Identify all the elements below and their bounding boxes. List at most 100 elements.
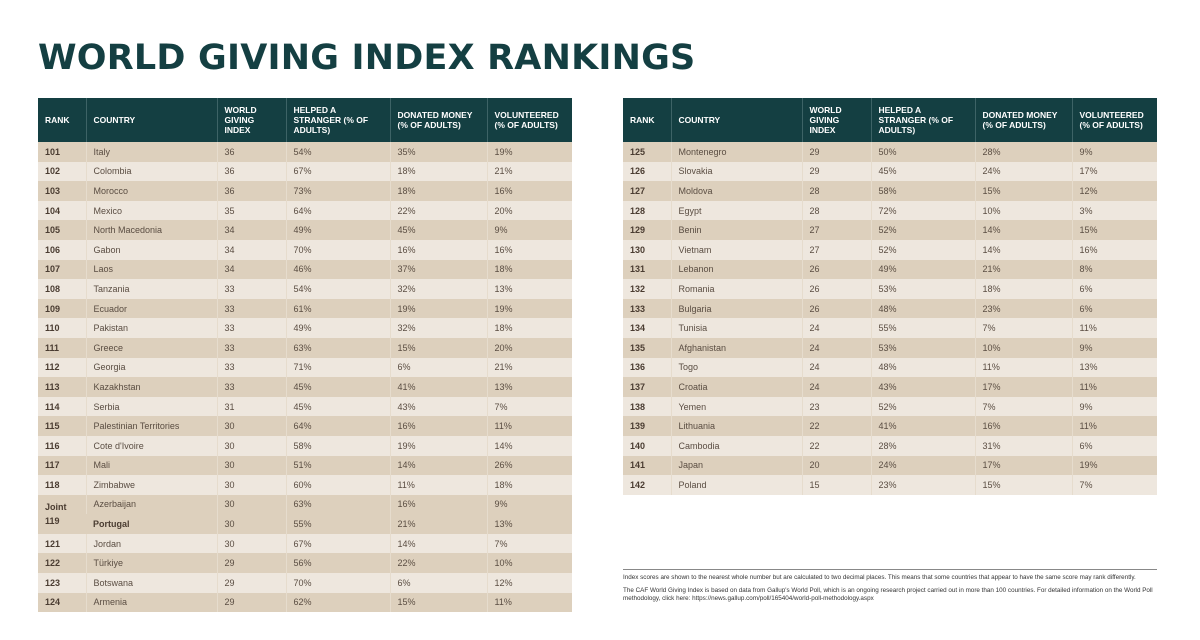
country-cell: Lithuania (670, 416, 802, 436)
donated-money-cell: 14% (389, 455, 487, 476)
donated-money-cell: 14% (389, 533, 487, 554)
rank-cell: 102 (38, 161, 86, 182)
world-giving-index-cell: 29 (801, 142, 871, 162)
country-cell: Kazakhstan (85, 377, 217, 397)
donated-money-cell: 23% (974, 298, 1072, 319)
donated-money-cell: 18% (389, 161, 487, 182)
volunteered-cell: 11% (1071, 416, 1157, 436)
country-cell: North Macedonia (85, 220, 217, 240)
donated-money-cell: 24% (974, 161, 1072, 182)
volunteered-cell: 13% (486, 279, 572, 299)
world-giving-index-cell: 33 (216, 357, 286, 378)
country-cell: Portugal (86, 514, 217, 534)
volunteered-cell: 8% (1071, 259, 1157, 280)
country-cell: Tunisia (670, 318, 802, 338)
country-cell: Afghanistan (670, 337, 802, 358)
country-cell: Egypt (670, 200, 802, 221)
world-giving-index-cell: 24 (801, 318, 871, 338)
volunteered-cell: 16% (486, 181, 572, 201)
helped-stranger-cell: 41% (870, 416, 975, 436)
donated-money-cell: 11% (974, 357, 1072, 378)
table-row: 101 Italy 36 54% 35% 19% (38, 142, 572, 162)
rank-cell: 101 (38, 142, 86, 162)
world-giving-index-cell: 29 (801, 161, 871, 182)
table-row: 113 Kazakhstan 33 45% 41% 13% (38, 377, 572, 397)
helped-stranger-cell: 67% (285, 533, 390, 554)
helped-stranger-cell: 67% (285, 161, 390, 182)
table-row: Joint 119 Azerbaijan 30 63% 16% 9% (38, 494, 572, 534)
country-cell: Vietnam (670, 239, 802, 260)
volunteered-cell: 6% (1071, 279, 1157, 299)
volunteered-cell: 7% (1071, 475, 1157, 495)
country-cell: Japan (670, 455, 802, 476)
country-cell: Bulgaria (670, 298, 802, 319)
table-row: 109 Ecuador 33 61% 19% 19% (38, 298, 572, 319)
header-world-giving-index: WORLD GIVING INDEX (801, 98, 871, 142)
rank-cell: 109 (38, 298, 86, 319)
rank-cell: 117 (38, 455, 86, 476)
helped-stranger-cell: 52% (870, 396, 975, 417)
table-row: 123 Botswana 29 70% 6% 12% (38, 573, 572, 593)
table-row: 104 Mexico 35 64% 22% 20% (38, 200, 572, 221)
helped-stranger-cell: 70% (285, 239, 390, 260)
rank-cell: 118 (38, 475, 86, 495)
world-giving-index-cell: 23 (801, 396, 871, 417)
donated-money-cell: 37% (389, 259, 487, 280)
volunteered-cell: 19% (486, 142, 572, 162)
helped-stranger-cell: 56% (285, 553, 390, 574)
volunteered-cell: 18% (486, 318, 572, 338)
helped-stranger-cell: 58% (285, 435, 390, 456)
header-world-giving-index: WORLD GIVING INDEX (216, 98, 286, 142)
helped-stranger-cell: 49% (285, 220, 390, 240)
table-row: 114 Serbia 31 45% 43% 7% (38, 396, 572, 417)
volunteered-cell: 3% (1071, 200, 1157, 221)
table-row: 137 Croatia 24 43% 17% 11% (623, 377, 1157, 397)
rank-cell: 125 (623, 142, 671, 162)
table-row: Portugal 30 55% 21% 13% (38, 514, 572, 534)
rank-cell: 107 (38, 259, 86, 280)
donated-money-cell: 7% (974, 318, 1072, 338)
world-giving-index-cell: 33 (216, 279, 286, 299)
donated-money-cell: 17% (974, 377, 1072, 397)
helped-stranger-cell: 23% (870, 475, 975, 495)
country-cell: Türkiye (85, 553, 217, 574)
helped-stranger-cell: 62% (285, 592, 390, 613)
helped-stranger-cell: 55% (285, 514, 390, 534)
world-giving-index-cell: 30 (216, 533, 286, 554)
table-row: 140 Cambodia 22 28% 31% 6% (623, 435, 1157, 456)
world-giving-index-cell: 26 (801, 279, 871, 299)
volunteered-cell: 7% (486, 533, 572, 554)
table-row: 128 Egypt 28 72% 10% 3% (623, 200, 1157, 221)
rank-cell: 122 (38, 553, 86, 574)
rank-cell: 133 (623, 298, 671, 319)
country-cell: Botswana (85, 573, 217, 593)
donated-money-cell: 31% (974, 435, 1072, 456)
joint-label: Joint (45, 502, 67, 513)
country-cell: Togo (670, 357, 802, 378)
table-row: 108 Tanzania 33 54% 32% 13% (38, 279, 572, 299)
donated-money-cell: 19% (389, 435, 487, 456)
helped-stranger-cell: 52% (870, 239, 975, 260)
rankings-table-left: RANK COUNTRY WORLD GIVING INDEX HELPED A… (38, 98, 572, 613)
volunteered-cell: 18% (486, 259, 572, 280)
donated-money-cell: 16% (974, 416, 1072, 436)
rank-cell: 130 (623, 239, 671, 260)
helped-stranger-cell: 48% (870, 298, 975, 319)
table-row: 133 Bulgaria 26 48% 23% 6% (623, 298, 1157, 319)
table-row: 115 Palestinian Territories 30 64% 16% 11% (38, 416, 572, 436)
header-donated-money: DONATED MONEY (% OF ADULTS) (974, 98, 1072, 142)
page-title: WORLD GIVING INDEX RANKINGS (38, 38, 696, 78)
rank-cell: Joint 119 (38, 494, 86, 534)
donated-money-cell: 19% (389, 298, 487, 319)
volunteered-cell: 9% (1071, 142, 1157, 162)
volunteered-cell: 16% (486, 239, 572, 260)
rank-cell: 129 (623, 220, 671, 240)
world-giving-index-cell: 30 (216, 416, 286, 436)
rank-cell: 136 (623, 357, 671, 378)
donated-money-cell: 11% (389, 475, 487, 495)
country-cell: Jordan (85, 533, 217, 554)
table-row: 117 Mali 30 51% 14% 26% (38, 455, 572, 476)
country-cell: Tanzania (85, 279, 217, 299)
table-body-left: 101 Italy 36 54% 35% 19% 102 Colombia 36 67% 18% 21… (38, 142, 572, 613)
world-giving-index-cell: 20 (801, 455, 871, 476)
